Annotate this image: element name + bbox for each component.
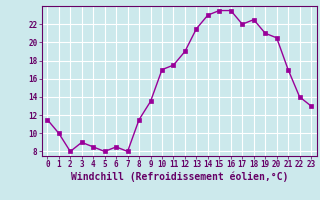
- X-axis label: Windchill (Refroidissement éolien,°C): Windchill (Refroidissement éolien,°C): [70, 172, 288, 182]
